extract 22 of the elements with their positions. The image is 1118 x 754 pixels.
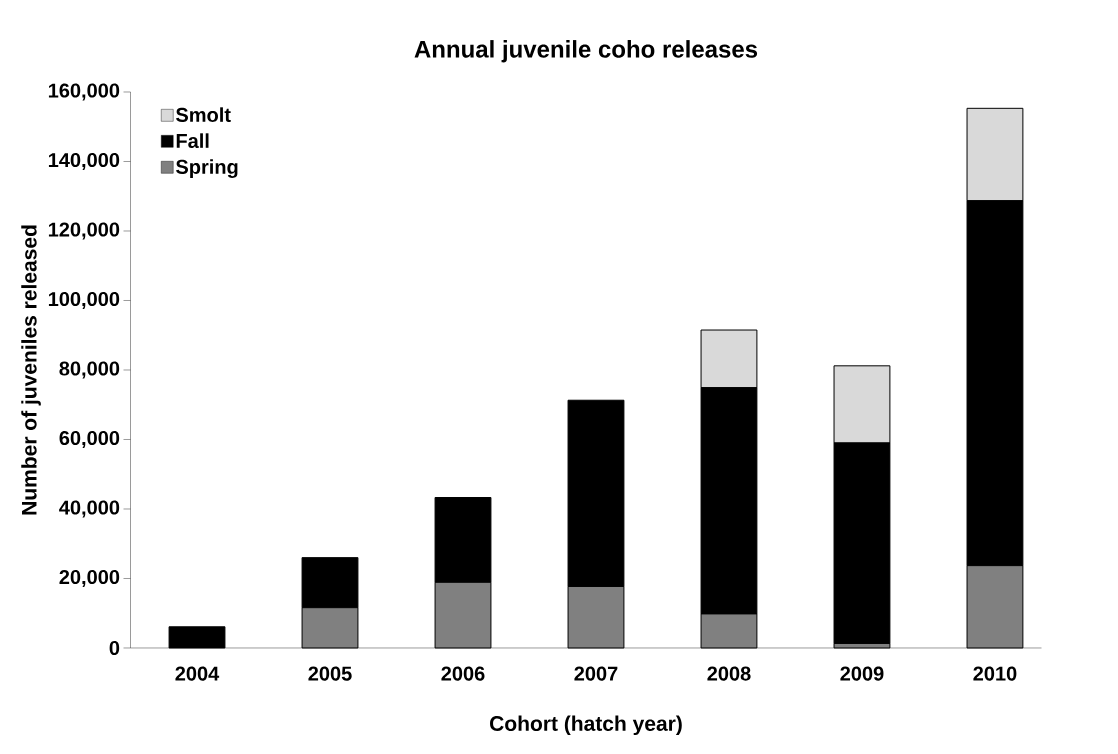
x-tick-label: 2010 [973, 666, 1017, 681]
x-tick-label: 2007 [574, 666, 618, 681]
legend-label: Fall [176, 133, 209, 148]
y-tick-label: 20,000 [59, 569, 120, 588]
y-tick-label: 100,000 [48, 291, 120, 310]
x-tick-label: 2006 [441, 666, 485, 681]
y-tick-label: 60,000 [59, 430, 120, 449]
x-tick-label: 2008 [707, 666, 751, 681]
y-tick-label: 40,000 [59, 500, 120, 518]
x-tick-label: 2009 [840, 666, 884, 681]
y-axis-title: Number of juveniles released [21, 225, 41, 515]
y-tick-label: 80,000 [59, 361, 120, 379]
y-tick-label: 0 [109, 640, 120, 656]
legend-label: Spring [176, 159, 238, 179]
x-axis-title: Cohort (hatch year) [490, 715, 682, 736]
y-tick-label: 160,000 [48, 83, 120, 101]
legend-label: Smolt [176, 107, 231, 122]
x-tick-label: 2005 [308, 666, 352, 681]
y-tick-label: 120,000 [48, 222, 120, 240]
y-tick-label: 140,000 [48, 152, 120, 171]
chart-title: Annual juvenile coho releases [414, 40, 758, 63]
x-tick-label: 2004 [175, 666, 220, 681]
